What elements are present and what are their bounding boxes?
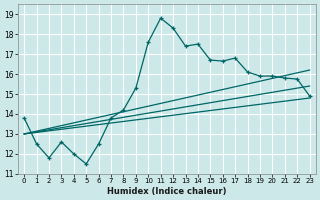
X-axis label: Humidex (Indice chaleur): Humidex (Indice chaleur) [107,187,227,196]
